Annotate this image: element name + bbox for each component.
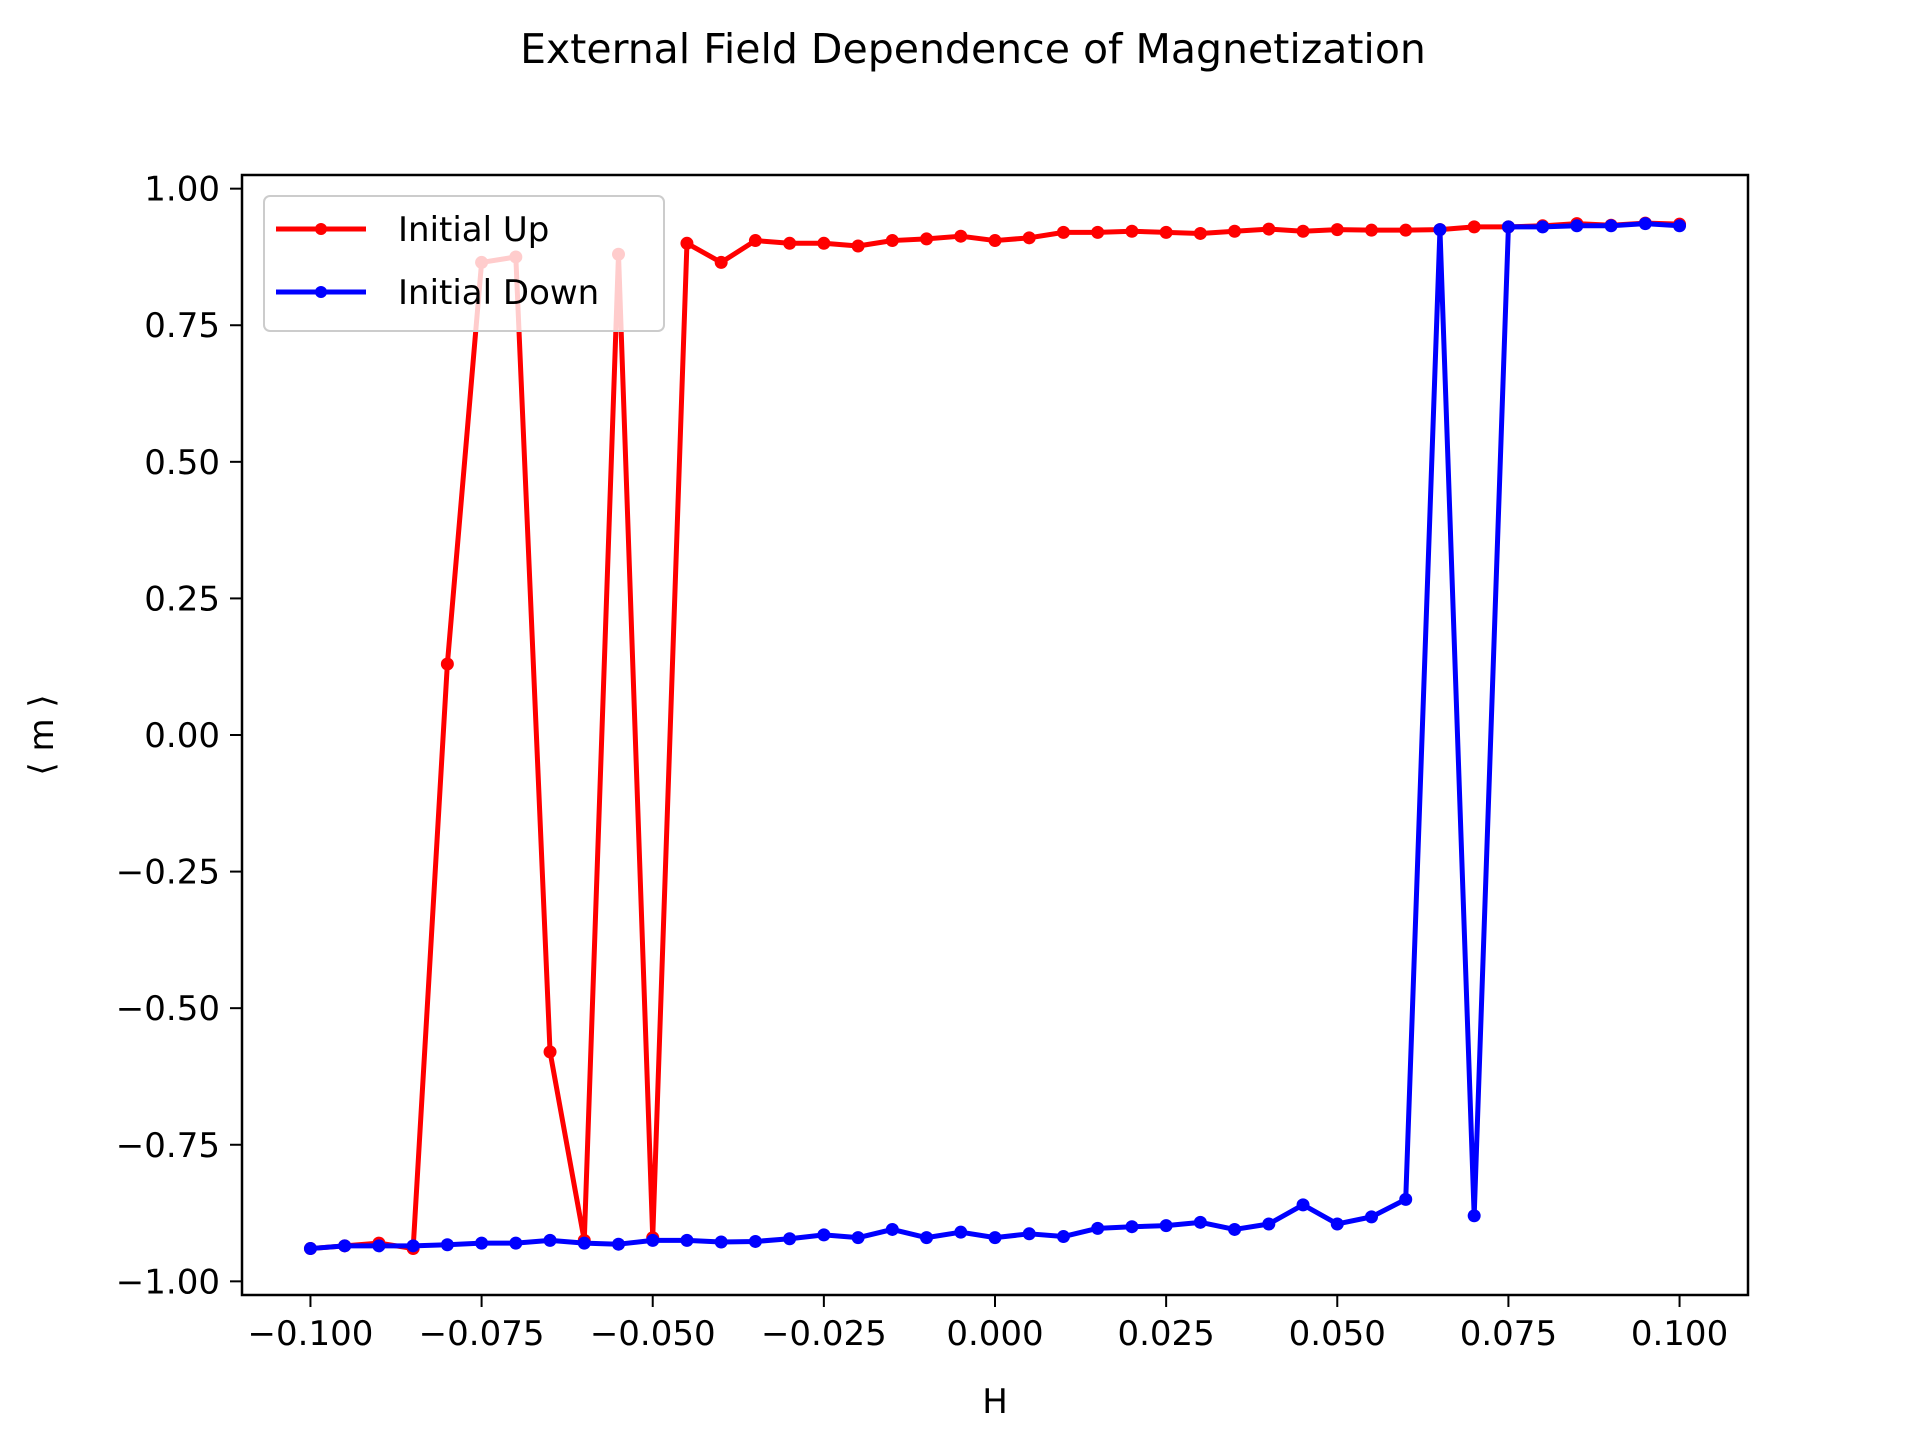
data-point-initial-up: [851, 239, 865, 253]
x-tick-label: 0.075: [1460, 1314, 1557, 1354]
data-point-initial-up: [680, 236, 694, 250]
data-point-initial-down: [1501, 220, 1515, 234]
data-point-initial-up: [714, 255, 728, 269]
data-point-initial-up: [920, 232, 934, 246]
data-point-initial-down: [1330, 1217, 1344, 1231]
data-point-initial-down: [406, 1239, 420, 1253]
data-point-initial-down: [1467, 1209, 1481, 1223]
y-tick-label: 1.00: [144, 170, 220, 210]
data-point-initial-down: [646, 1233, 660, 1247]
data-point-initial-up: [1022, 231, 1036, 245]
y-tick-label: −0.25: [116, 853, 220, 893]
data-point-initial-down: [1536, 220, 1550, 234]
x-axis: −0.100 −0.075 −0.050 −0.025 0.000 0.025 0.050 0…: [248, 1295, 1728, 1354]
data-point-initial-up: [1467, 220, 1481, 234]
data-point-initial-down: [543, 1233, 557, 1247]
data-point-initial-down: [920, 1231, 934, 1245]
data-point-initial-down: [1193, 1215, 1207, 1229]
data-point-initial-down: [1159, 1219, 1173, 1233]
data-point-initial-down: [577, 1236, 591, 1250]
data-point-initial-up: [988, 234, 1002, 248]
legend-marker-initial-down: [315, 286, 327, 298]
x-tick-label: 0.050: [1289, 1314, 1386, 1354]
y-tick-label: −0.75: [116, 1126, 220, 1166]
data-point-initial-down: [475, 1236, 489, 1250]
data-point-initial-down: [1365, 1210, 1378, 1224]
data-point-initial-down: [1399, 1192, 1413, 1206]
x-tick-label: −0.075: [419, 1314, 545, 1354]
data-point-initial-down: [1296, 1198, 1310, 1212]
x-tick-label: 0.025: [1117, 1314, 1214, 1354]
data-point-initial-down: [1673, 219, 1687, 233]
data-point-initial-up: [1056, 225, 1070, 239]
data-point-initial-down: [1262, 1217, 1276, 1231]
y-tick-label: 0.75: [144, 306, 220, 346]
data-point-initial-down: [1091, 1221, 1105, 1235]
data-point-initial-up: [440, 657, 454, 671]
y-tick-label: −1.00: [116, 1262, 220, 1302]
data-point-initial-down: [1638, 217, 1652, 231]
data-point-initial-down: [954, 1225, 968, 1239]
data-point-initial-down: [714, 1235, 728, 1249]
data-point-initial-down: [783, 1232, 797, 1246]
legend-label-initial-up: Initial Up: [398, 210, 549, 250]
y-axis: 1.00 0.75 0.50 0.25 0.00 −0.25 −0.50 −0.75 −1.00: [116, 170, 242, 1302]
data-point-initial-down: [303, 1242, 317, 1256]
data-point-initial-down: [1570, 219, 1584, 233]
y-tick-label: 0.00: [144, 716, 220, 756]
data-point-initial-down: [338, 1239, 352, 1253]
data-point-initial-down: [440, 1238, 454, 1252]
y-axis-label: ⟨ m ⟩: [22, 694, 62, 775]
data-point-initial-down: [988, 1231, 1002, 1245]
legend-label-initial-down: Initial Down: [398, 273, 599, 313]
data-point-initial-up: [1262, 222, 1276, 236]
data-point-initial-down: [509, 1236, 523, 1250]
data-point-initial-up: [783, 236, 797, 250]
data-point-initial-up: [1193, 226, 1207, 240]
data-point-initial-up: [817, 236, 831, 250]
data-point-initial-down: [1604, 219, 1618, 233]
data-point-initial-down: [1022, 1227, 1036, 1241]
x-tick-label: −0.025: [761, 1314, 887, 1354]
data-point-initial-down: [1056, 1230, 1070, 1244]
y-tick-label: 0.50: [144, 443, 220, 483]
x-tick-label: −0.050: [590, 1314, 716, 1354]
data-point-initial-up: [1399, 223, 1413, 237]
data-point-initial-up: [1365, 223, 1378, 237]
y-tick-label: −0.50: [116, 989, 220, 1029]
data-point-initial-down: [817, 1228, 831, 1242]
legend: Initial Up Initial Down: [263, 195, 665, 332]
x-tick-label: −0.100: [248, 1314, 374, 1354]
data-point-initial-down: [748, 1234, 762, 1248]
x-tick-label: 0.100: [1631, 1314, 1728, 1354]
data-point-initial-up: [885, 234, 899, 248]
data-point-initial-down: [1228, 1222, 1242, 1236]
data-point-initial-down: [680, 1233, 694, 1247]
data-point-initial-down: [1433, 223, 1447, 237]
series-layer: [303, 216, 1687, 1256]
data-point-initial-down: [885, 1222, 899, 1236]
plot-area: −0.100 −0.075 −0.050 −0.025 0.000 0.025 0.050 0…: [116, 170, 1750, 1354]
data-point-initial-up: [954, 229, 968, 243]
data-point-initial-up: [1228, 224, 1242, 238]
chart-title: External Field Dependence of Magnetizati…: [520, 25, 1426, 73]
data-point-initial-up: [1125, 224, 1139, 238]
data-point-initial-up: [1330, 223, 1344, 237]
data-point-initial-up: [1159, 225, 1173, 239]
data-point-initial-down: [851, 1231, 865, 1245]
data-point-initial-down: [1125, 1220, 1139, 1234]
data-point-initial-up: [1091, 225, 1105, 239]
data-point-initial-up: [543, 1045, 557, 1059]
data-point-initial-down: [372, 1239, 386, 1253]
data-point-initial-up: [1296, 224, 1310, 238]
data-point-initial-up: [748, 234, 762, 248]
x-axis-label: H: [982, 1382, 1008, 1422]
data-point-initial-down: [612, 1237, 625, 1251]
x-tick-label: 0.000: [946, 1314, 1043, 1354]
y-tick-label: 0.25: [144, 579, 220, 619]
legend-marker-initial-up: [315, 223, 327, 235]
